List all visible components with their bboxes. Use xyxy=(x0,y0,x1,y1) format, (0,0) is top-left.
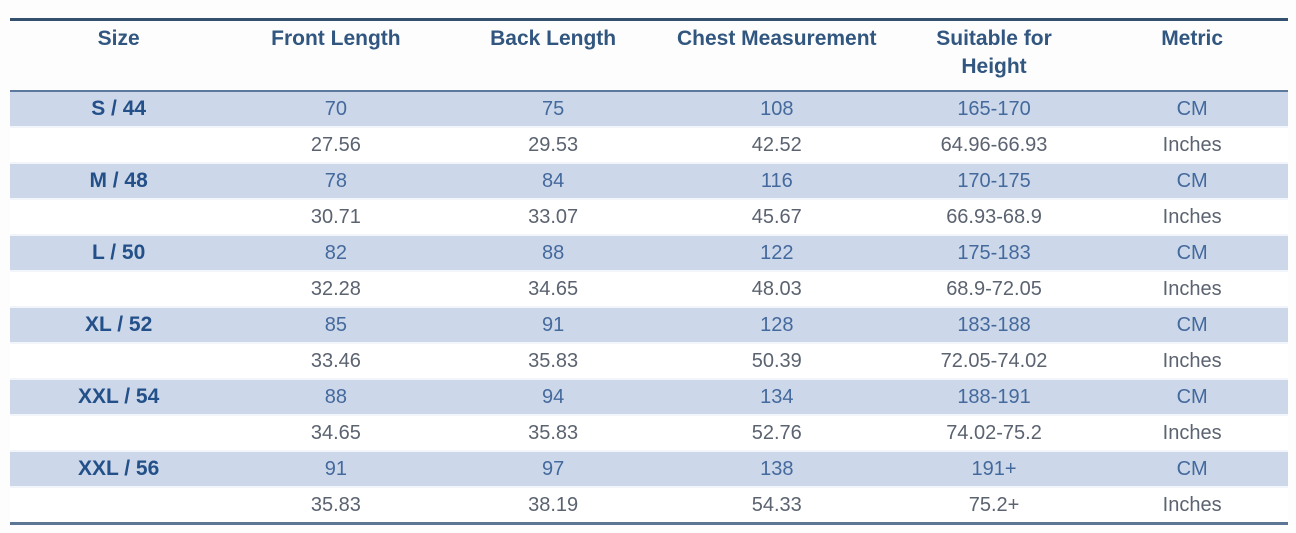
table-row-l50-inches: 32.28 34.65 48.03 68.9-72.05 Inches xyxy=(10,271,1288,308)
table-row-s44-inches: 27.56 29.53 42.52 64.96-66.93 Inches xyxy=(10,127,1288,164)
column-header-metric: Metric xyxy=(1096,19,1288,93)
chest-cell: 128 xyxy=(661,306,892,345)
column-header-suitable-height: Suitable for Height xyxy=(891,19,1097,93)
back-length-cell: 91 xyxy=(444,306,662,345)
size-cell xyxy=(10,199,228,236)
size-cell xyxy=(10,487,228,524)
size-cell xyxy=(10,271,228,308)
size-cell: XXL / 56 xyxy=(10,450,228,489)
metric-cell: CM xyxy=(1096,234,1288,273)
back-length-cell: 35.83 xyxy=(444,343,662,380)
front-length-cell: 78 xyxy=(227,162,445,201)
table-row-m48-cm: M / 48 78 84 116 170-175 CM xyxy=(10,162,1288,201)
column-header-back-length: Back Length xyxy=(444,19,662,93)
height-cell: 170-175 xyxy=(891,162,1097,201)
back-length-cell: 38.19 xyxy=(444,487,662,524)
front-length-cell: 85 xyxy=(227,306,445,345)
header-row: Size Front Length Back Length Chest Meas… xyxy=(10,19,1288,93)
size-cell: XXL / 54 xyxy=(10,378,228,417)
size-cell: S / 44 xyxy=(10,90,228,129)
back-length-cell: 94 xyxy=(444,378,662,417)
table-row-xxl54-cm: XXL / 54 88 94 134 188-191 CM xyxy=(10,378,1288,417)
front-length-cell: 27.56 xyxy=(227,127,445,164)
table-row-xl52-cm: XL / 52 85 91 128 183-188 CM xyxy=(10,306,1288,345)
front-length-cell: 35.83 xyxy=(227,487,445,524)
column-header-size: Size xyxy=(10,19,228,93)
height-cell: 188-191 xyxy=(891,378,1097,417)
chest-cell: 108 xyxy=(661,90,892,129)
chest-cell: 42.52 xyxy=(661,127,892,164)
metric-cell: Inches xyxy=(1096,199,1288,236)
height-cell: 175-183 xyxy=(891,234,1097,273)
table-row-s44-cm: S / 44 70 75 108 165-170 CM xyxy=(10,90,1288,129)
size-cell xyxy=(10,415,228,452)
metric-cell: Inches xyxy=(1096,127,1288,164)
table-row-xxl56-inches: 35.83 38.19 54.33 75.2+ Inches xyxy=(10,487,1288,524)
chest-cell: 52.76 xyxy=(661,415,892,452)
height-cell: 64.96-66.93 xyxy=(891,127,1097,164)
front-length-cell: 88 xyxy=(227,378,445,417)
chest-cell: 116 xyxy=(661,162,892,201)
back-length-cell: 88 xyxy=(444,234,662,273)
size-chart-table: Size Front Length Back Length Chest Meas… xyxy=(10,18,1288,526)
metric-cell: Inches xyxy=(1096,271,1288,308)
chest-cell: 54.33 xyxy=(661,487,892,524)
metric-cell: Inches xyxy=(1096,487,1288,524)
back-length-cell: 33.07 xyxy=(444,199,662,236)
chest-cell: 45.67 xyxy=(661,199,892,236)
back-length-cell: 29.53 xyxy=(444,127,662,164)
front-length-cell: 91 xyxy=(227,450,445,489)
column-header-chest-measurement: Chest Measurement xyxy=(661,19,892,93)
chest-cell: 50.39 xyxy=(661,343,892,380)
back-length-cell: 34.65 xyxy=(444,271,662,308)
metric-cell: Inches xyxy=(1096,343,1288,380)
table-row-xxl56-cm: XXL / 56 91 97 138 191+ CM xyxy=(10,450,1288,489)
height-cell: 183-188 xyxy=(891,306,1097,345)
back-length-cell: 35.83 xyxy=(444,415,662,452)
chest-cell: 48.03 xyxy=(661,271,892,308)
table-header: Size Front Length Back Length Chest Meas… xyxy=(10,19,1288,93)
column-header-front-length: Front Length xyxy=(227,19,445,93)
front-length-cell: 34.65 xyxy=(227,415,445,452)
back-length-cell: 97 xyxy=(444,450,662,489)
chest-cell: 138 xyxy=(661,450,892,489)
size-cell: M / 48 xyxy=(10,162,228,201)
height-cell: 72.05-74.02 xyxy=(891,343,1097,380)
table-row-l50-cm: L / 50 82 88 122 175-183 CM xyxy=(10,234,1288,273)
height-cell: 74.02-75.2 xyxy=(891,415,1097,452)
size-cell xyxy=(10,343,228,380)
metric-cell: CM xyxy=(1096,162,1288,201)
metric-cell: CM xyxy=(1096,378,1288,417)
size-cell: L / 50 xyxy=(10,234,228,273)
metric-cell: CM xyxy=(1096,90,1288,129)
metric-cell: CM xyxy=(1096,450,1288,489)
height-cell: 68.9-72.05 xyxy=(891,271,1097,308)
height-cell: 75.2+ xyxy=(891,487,1097,524)
back-length-cell: 84 xyxy=(444,162,662,201)
table-row-xxl54-inches: 34.65 35.83 52.76 74.02-75.2 Inches xyxy=(10,415,1288,452)
front-length-cell: 82 xyxy=(227,234,445,273)
metric-cell: CM xyxy=(1096,306,1288,345)
height-cell: 66.93-68.9 xyxy=(891,199,1097,236)
chest-cell: 134 xyxy=(661,378,892,417)
front-length-cell: 70 xyxy=(227,90,445,129)
back-length-cell: 75 xyxy=(444,90,662,129)
front-length-cell: 30.71 xyxy=(227,199,445,236)
chest-cell: 122 xyxy=(661,234,892,273)
table-row-xl52-inches: 33.46 35.83 50.39 72.05-74.02 Inches xyxy=(10,343,1288,380)
height-cell: 191+ xyxy=(891,450,1097,489)
metric-cell: Inches xyxy=(1096,415,1288,452)
table-row-m48-inches: 30.71 33.07 45.67 66.93-68.9 Inches xyxy=(10,199,1288,236)
size-cell xyxy=(10,127,228,164)
front-length-cell: 33.46 xyxy=(227,343,445,380)
table-body: S / 44 70 75 108 165-170 CM 27.56 29.53 … xyxy=(10,90,1288,524)
front-length-cell: 32.28 xyxy=(227,271,445,308)
height-cell: 165-170 xyxy=(891,90,1097,129)
size-cell: XL / 52 xyxy=(10,306,228,345)
